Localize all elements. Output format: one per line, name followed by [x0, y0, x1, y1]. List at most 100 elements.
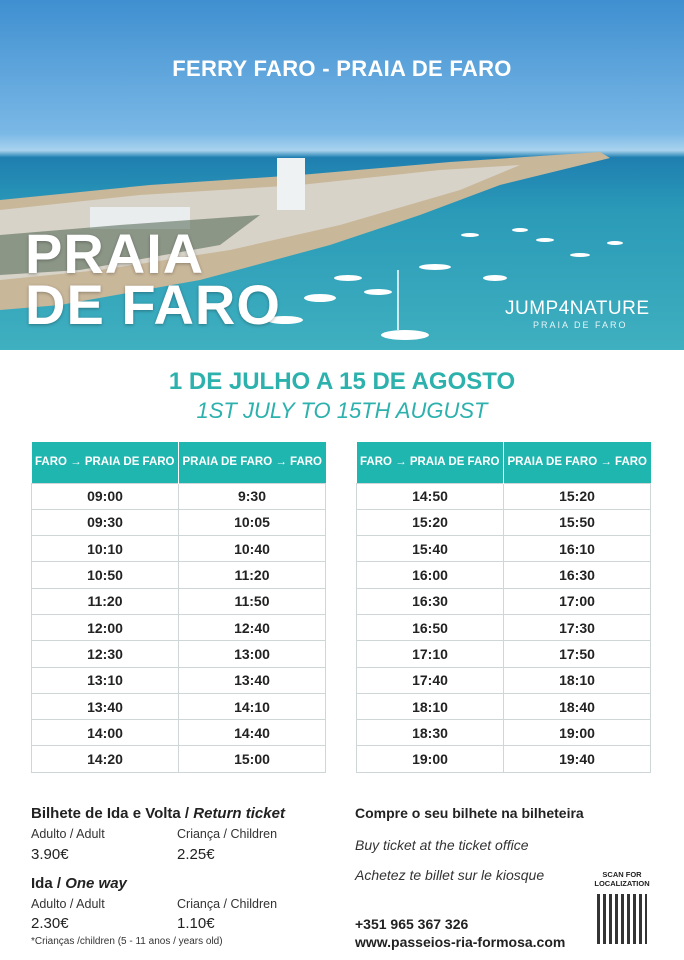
schedule-table-afternoon: FARO → PRAIA DE FARO PRAIA DE FARO → FARO… [356, 442, 651, 773]
return-time: 19:40 [503, 745, 651, 773]
table-row: 09:00 9:30 [31, 482, 326, 510]
beach-photo [0, 152, 623, 340]
children-age-note: *Crianças /children (5 - 11 anos / years… [31, 936, 223, 947]
buy-fr: Achetez te billet sur le kiosque [355, 867, 545, 883]
period-pt: 1 DE JULHO A 15 DE AGOSTO [168, 368, 516, 395]
child-label: Criança / Children [177, 827, 278, 841]
departure-time: 13:40 [31, 692, 179, 721]
departure-time: 15:40 [356, 535, 504, 563]
period-en: 1ST JULY TO 15TH AUGUST [196, 398, 488, 423]
table-row: 18:30 19:00 [356, 719, 651, 747]
adult-label: Adulto / Adult [31, 827, 105, 841]
table-row: 13:40 14:10 [31, 692, 326, 721]
table-row: 15:20 15:50 [356, 508, 651, 537]
adult-label: Adulto / Adult [31, 897, 105, 911]
return-time: 15:50 [503, 508, 651, 537]
departure-time: 13:10 [31, 666, 179, 694]
return-time: 11:20 [178, 561, 326, 589]
departure-time: 14:00 [31, 719, 179, 747]
return-time: 17:30 [503, 613, 651, 642]
table-row: 14:20 15:00 [31, 745, 326, 773]
oneway-adult-price: 2.30€ [31, 915, 69, 932]
return-time: 16:30 [503, 561, 651, 589]
departure-time: 18:30 [356, 719, 504, 747]
brand-logo: JUMP4NATURE [505, 298, 650, 319]
departure-time: 16:50 [356, 613, 504, 642]
place-name-line1: PRAIA [25, 222, 205, 285]
table-row: 09:30 10:05 [31, 508, 326, 537]
website-link[interactable]: www.passeios-ria-formosa.com [355, 934, 566, 950]
return-child-price: 2.25€ [177, 846, 215, 863]
departure-time: 19:00 [356, 745, 504, 773]
buy-en: Buy ticket at the ticket office [355, 837, 529, 853]
return-time: 19:00 [503, 719, 651, 747]
return-time: 18:10 [503, 666, 651, 694]
table-row: 15:40 16:10 [356, 535, 651, 563]
return-time: 14:40 [178, 719, 326, 747]
return-time: 17:50 [503, 640, 651, 668]
return-time: 15:20 [503, 482, 651, 510]
return-time: 12:40 [178, 613, 326, 642]
table-row: 13:10 13:40 [31, 666, 326, 694]
table-row: 12:30 13:00 [31, 640, 326, 668]
departure-time: 11:20 [31, 587, 179, 615]
column-header: FARO → PRAIA DE FARO [31, 442, 179, 483]
return-time: 14:10 [178, 692, 326, 721]
return-time: 16:10 [503, 535, 651, 563]
departure-time: 14:20 [31, 745, 179, 773]
return-adult-price: 3.90€ [31, 846, 69, 863]
return-ticket-pt: Bilhete de Ida e Volta / [31, 805, 194, 822]
return-time: 15:00 [178, 745, 326, 773]
departure-time: 09:30 [31, 508, 179, 537]
departure-time: 14:50 [356, 482, 504, 510]
return-time: 17:00 [503, 587, 651, 615]
departure-time: 15:20 [356, 508, 504, 537]
table-row: 17:10 17:50 [356, 640, 651, 668]
oneway-ticket-en: One way [65, 875, 127, 892]
departure-time: 12:00 [31, 613, 179, 642]
table-row: 16:30 17:00 [356, 587, 651, 615]
brand-logo-sub: PRAIA DE FARO [533, 320, 628, 330]
departure-time: 16:00 [356, 561, 504, 589]
column-header: PRAIA DE FARO → FARO [178, 442, 326, 483]
qr-code-icon[interactable] [597, 894, 647, 944]
table-row: 17:40 18:10 [356, 666, 651, 694]
table-row: 11:20 11:50 [31, 587, 326, 615]
column-header: FARO → PRAIA DE FARO [356, 442, 504, 483]
child-label: Criança / Children [177, 897, 278, 911]
departure-time: 10:10 [31, 535, 179, 563]
table-row: 10:10 10:40 [31, 535, 326, 563]
departure-time: 17:10 [356, 640, 504, 668]
table-row: 16:00 16:30 [356, 561, 651, 589]
oneway-ticket-pt: Ida / [31, 875, 66, 892]
return-time: 10:05 [178, 508, 326, 537]
oneway-ticket-heading: Ida / One way [31, 875, 127, 892]
table-row: 10:50 11:20 [31, 561, 326, 589]
return-time: 13:00 [178, 640, 326, 668]
return-time: 11:50 [178, 587, 326, 615]
departure-time: 09:00 [31, 482, 179, 510]
departure-time: 17:40 [356, 666, 504, 694]
departure-time: 16:30 [356, 587, 504, 615]
schedule-table-morning: FARO → PRAIA DE FARO PRAIA DE FARO → FARO… [31, 442, 326, 773]
qr-label: SCAN FOR LOCALIZATION [594, 870, 650, 888]
departure-time: 10:50 [31, 561, 179, 589]
table-row: 14:50 15:20 [356, 482, 651, 510]
table-row: 19:00 19:40 [356, 745, 651, 773]
return-ticket-heading: Bilhete de Ida e Volta / Return ticket [31, 805, 285, 822]
hero-title: FERRY FARO - PRAIA DE FARO [172, 56, 512, 81]
return-time: 10:40 [178, 535, 326, 563]
table-row: 14:00 14:40 [31, 719, 326, 747]
return-ticket-en: Return ticket [193, 805, 285, 822]
return-time: 13:40 [178, 666, 326, 694]
buy-pt: Compre o seu bilhete na bilheteira [355, 805, 584, 821]
return-time: 18:40 [503, 692, 651, 721]
column-header: PRAIA DE FARO → FARO [503, 442, 651, 483]
place-name-line2: DE FARO [25, 273, 281, 336]
phone-number: +351 965 367 326 [355, 916, 469, 932]
oneway-child-price: 1.10€ [177, 915, 215, 932]
hero-image: FERRY FARO - PRAIA DE FARO PRAIA DE FARO… [0, 0, 684, 350]
return-time: 9:30 [178, 482, 326, 510]
table-row: 18:10 18:40 [356, 692, 651, 721]
departure-time: 12:30 [31, 640, 179, 668]
